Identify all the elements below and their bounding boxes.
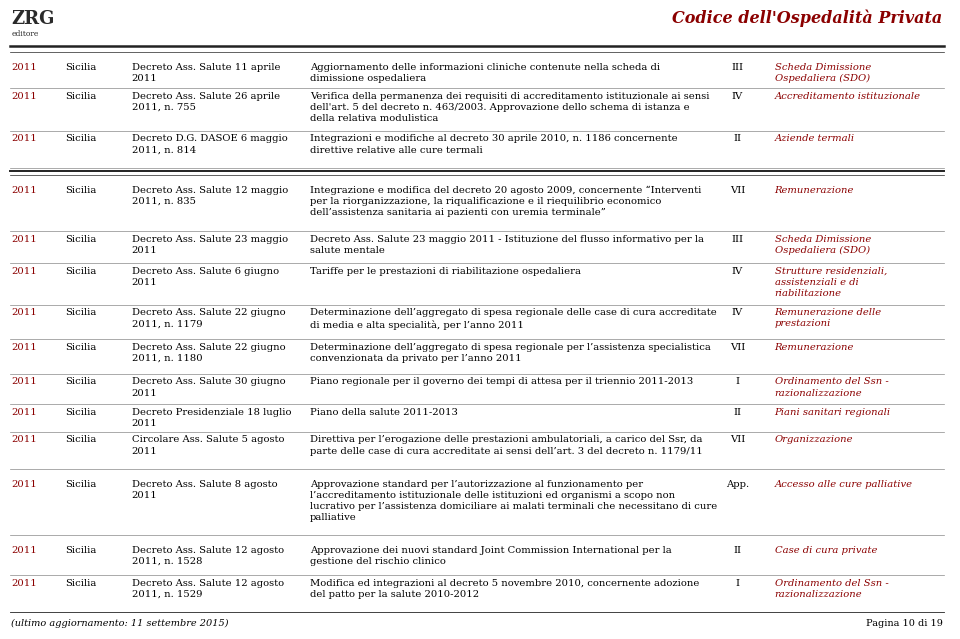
- Text: Decreto Presidenziale 18 luglio
2011: Decreto Presidenziale 18 luglio 2011: [132, 408, 291, 428]
- Text: 2011: 2011: [12, 343, 37, 352]
- Text: Sicilia: Sicilia: [65, 343, 96, 352]
- Text: III: III: [732, 63, 743, 72]
- Text: Decreto Ass. Salute 23 maggio
2011: Decreto Ass. Salute 23 maggio 2011: [132, 235, 288, 256]
- Text: Modifica ed integrazioni al decreto 5 novembre 2010, concernente adozione
del pa: Modifica ed integrazioni al decreto 5 no…: [310, 579, 700, 599]
- Text: Codice dell'Ospedalità Privata: Codice dell'Ospedalità Privata: [672, 10, 943, 27]
- Text: 2011: 2011: [12, 480, 37, 489]
- Text: 2011: 2011: [12, 235, 37, 244]
- Text: Integrazioni e modifiche al decreto 30 aprile 2010, n. 1186 concernente
direttiv: Integrazioni e modifiche al decreto 30 a…: [310, 134, 678, 155]
- Text: Pagina 10 di 19: Pagina 10 di 19: [866, 619, 943, 627]
- Text: VII: VII: [730, 435, 745, 445]
- Text: Determinazione dell’aggregato di spesa regionale delle case di cura accreditate
: Determinazione dell’aggregato di spesa r…: [310, 309, 717, 330]
- Text: Decreto Ass. Salute 12 agosto
2011, n. 1529: Decreto Ass. Salute 12 agosto 2011, n. 1…: [132, 579, 284, 599]
- Text: Verifica della permanenza dei requisiti di accreditamento istituzionale ai sensi: Verifica della permanenza dei requisiti …: [310, 91, 709, 123]
- Text: Decreto Ass. Salute 6 giugno
2011: Decreto Ass. Salute 6 giugno 2011: [132, 267, 278, 287]
- Text: Ordinamento del Ssn -
razionalizzazione: Ordinamento del Ssn - razionalizzazione: [775, 579, 888, 599]
- Text: Aziende termali: Aziende termali: [775, 134, 854, 143]
- Text: Direttiva per l’erogazione delle prestazioni ambulatoriali, a carico del Ssr, da: Direttiva per l’erogazione delle prestaz…: [310, 435, 703, 456]
- Text: II: II: [733, 408, 741, 417]
- Text: Scheda Dimissione
Ospedaliera (SDO): Scheda Dimissione Ospedaliera (SDO): [775, 235, 871, 256]
- Text: 2011: 2011: [12, 378, 37, 387]
- Text: Remunerazione: Remunerazione: [775, 185, 853, 194]
- Text: Sicilia: Sicilia: [65, 309, 96, 318]
- Text: Scheda Dimissione
Ospedaliera (SDO): Scheda Dimissione Ospedaliera (SDO): [775, 63, 871, 83]
- Text: IV: IV: [732, 309, 743, 318]
- Text: 2011: 2011: [12, 134, 37, 143]
- Text: VII: VII: [730, 185, 745, 194]
- Text: Remunerazione: Remunerazione: [775, 343, 853, 352]
- Text: II: II: [733, 134, 741, 143]
- Text: Case di cura private: Case di cura private: [775, 546, 876, 555]
- Text: 2011: 2011: [12, 63, 37, 72]
- Text: IV: IV: [732, 91, 743, 100]
- Text: Tariffe per le prestazioni di riabilitazione ospedaliera: Tariffe per le prestazioni di riabilitaz…: [310, 267, 581, 276]
- Text: Approvazione dei nuovi standard Joint Commission International per la
gestione d: Approvazione dei nuovi standard Joint Co…: [310, 546, 672, 566]
- Text: Sicilia: Sicilia: [65, 267, 96, 276]
- Text: Sicilia: Sicilia: [65, 185, 96, 194]
- Text: 2011: 2011: [12, 267, 37, 276]
- Text: Decreto Ass. Salute 11 aprile
2011: Decreto Ass. Salute 11 aprile 2011: [132, 63, 280, 82]
- Text: Accreditamento istituzionale: Accreditamento istituzionale: [775, 91, 921, 100]
- Text: Aggiornamento delle informazioni cliniche contenute nella scheda di
dimissione o: Aggiornamento delle informazioni clinich…: [310, 63, 660, 82]
- Text: Sicilia: Sicilia: [65, 378, 96, 387]
- Text: 2011: 2011: [12, 579, 37, 588]
- Text: Sicilia: Sicilia: [65, 235, 96, 244]
- Text: Integrazione e modifica del decreto 20 agosto 2009, concernente “Interventi
per : Integrazione e modifica del decreto 20 a…: [310, 185, 702, 217]
- Text: 2011: 2011: [12, 546, 37, 555]
- Text: I: I: [735, 378, 739, 387]
- Text: 2011: 2011: [12, 408, 37, 417]
- Text: Accesso alle cure palliative: Accesso alle cure palliative: [775, 480, 913, 489]
- Text: Decreto Ass. Salute 30 giugno
2011: Decreto Ass. Salute 30 giugno 2011: [132, 378, 285, 397]
- Text: I: I: [735, 579, 739, 588]
- Text: Sicilia: Sicilia: [65, 91, 96, 100]
- Text: Piano regionale per il governo dei tempi di attesa per il triennio 2011-2013: Piano regionale per il governo dei tempi…: [310, 378, 693, 387]
- Text: II: II: [733, 546, 741, 555]
- Text: 2011: 2011: [12, 185, 37, 194]
- Text: Sicilia: Sicilia: [65, 134, 96, 143]
- Text: Strutture residenziali,
assistenziali e di
riabilitazione: Strutture residenziali, assistenziali e …: [775, 267, 887, 298]
- Text: 2011: 2011: [12, 435, 37, 445]
- Text: IV: IV: [732, 267, 743, 276]
- Text: Decreto Ass. Salute 12 maggio
2011, n. 835: Decreto Ass. Salute 12 maggio 2011, n. 8…: [132, 185, 288, 206]
- Text: ZRG: ZRG: [12, 10, 55, 27]
- Text: Circolare Ass. Salute 5 agosto
2011: Circolare Ass. Salute 5 agosto 2011: [132, 435, 284, 456]
- Text: (ultimo aggiornamento: 11 settembre 2015): (ultimo aggiornamento: 11 settembre 2015…: [12, 619, 228, 627]
- Text: Sicilia: Sicilia: [65, 63, 96, 72]
- Text: Decreto Ass. Salute 26 aprile
2011, n. 755: Decreto Ass. Salute 26 aprile 2011, n. 7…: [132, 91, 279, 112]
- Text: App.: App.: [726, 480, 749, 489]
- Text: Approvazione standard per l’autorizzazione al funzionamento per
l’accreditamento: Approvazione standard per l’autorizzazio…: [310, 480, 717, 522]
- Text: Determinazione dell’aggregato di spesa regionale per l’assistenza specialistica
: Determinazione dell’aggregato di spesa r…: [310, 343, 711, 363]
- Text: Decreto Ass. Salute 22 giugno
2011, n. 1179: Decreto Ass. Salute 22 giugno 2011, n. 1…: [132, 309, 285, 328]
- Text: 2011: 2011: [12, 91, 37, 100]
- Text: Decreto Ass. Salute 23 maggio 2011 - Istituzione del flusso informativo per la
s: Decreto Ass. Salute 23 maggio 2011 - Ist…: [310, 235, 704, 256]
- Text: VII: VII: [730, 343, 745, 352]
- Text: 2011: 2011: [12, 309, 37, 318]
- Text: Sicilia: Sicilia: [65, 435, 96, 445]
- Text: editore: editore: [12, 30, 38, 38]
- Text: Decreto Ass. Salute 12 agosto
2011, n. 1528: Decreto Ass. Salute 12 agosto 2011, n. 1…: [132, 546, 284, 566]
- Text: Ordinamento del Ssn -
razionalizzazione: Ordinamento del Ssn - razionalizzazione: [775, 378, 888, 397]
- Text: Sicilia: Sicilia: [65, 480, 96, 489]
- Text: Sicilia: Sicilia: [65, 579, 96, 588]
- Text: Sicilia: Sicilia: [65, 408, 96, 417]
- Text: Decreto Ass. Salute 8 agosto
2011: Decreto Ass. Salute 8 agosto 2011: [132, 480, 277, 500]
- Text: Remunerazione delle
prestazioni: Remunerazione delle prestazioni: [775, 309, 881, 328]
- Text: Decreto Ass. Salute 22 giugno
2011, n. 1180: Decreto Ass. Salute 22 giugno 2011, n. 1…: [132, 343, 285, 363]
- Text: Sicilia: Sicilia: [65, 546, 96, 555]
- Text: Piano della salute 2011-2013: Piano della salute 2011-2013: [310, 408, 458, 417]
- Text: III: III: [732, 235, 743, 244]
- Text: Organizzazione: Organizzazione: [775, 435, 853, 445]
- Text: Piani sanitari regionali: Piani sanitari regionali: [775, 408, 891, 417]
- Text: Decreto D.G. DASOE 6 maggio
2011, n. 814: Decreto D.G. DASOE 6 maggio 2011, n. 814: [132, 134, 287, 155]
